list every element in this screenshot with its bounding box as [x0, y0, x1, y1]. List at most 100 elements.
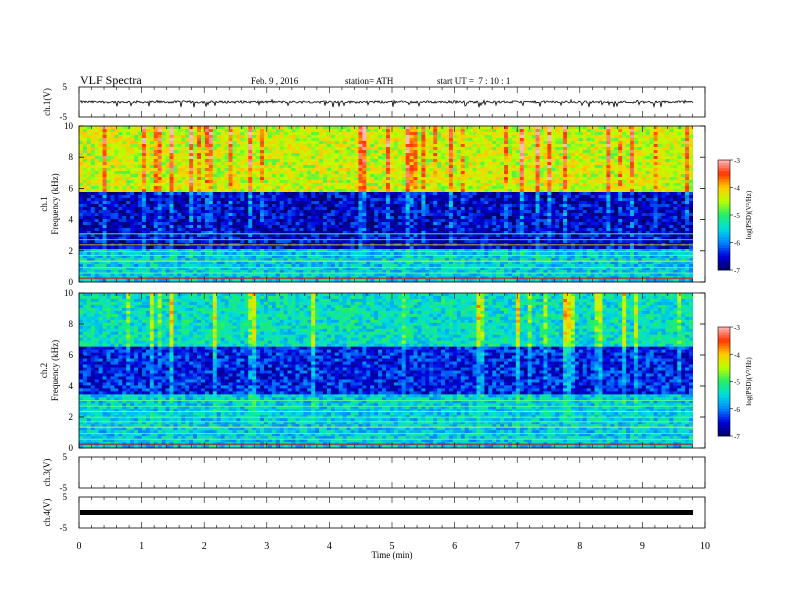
spectrogram-cell: [386, 147, 391, 151]
spectrogram-cell: [157, 258, 162, 262]
spectrogram-cell: [228, 222, 233, 226]
spectrogram-cell: [212, 195, 218, 199]
spectrogram-cell: [106, 234, 111, 238]
spectrogram-cell: [326, 162, 332, 166]
spectrogram-cell: [185, 270, 190, 274]
spectrogram-cell: [275, 270, 281, 274]
spectrogram-cell: [236, 255, 241, 259]
spectrogram-cell: [389, 150, 395, 154]
spectrogram-cell: [157, 240, 162, 244]
spectrogram-cell: [165, 174, 170, 178]
spectrogram-cell: [189, 132, 194, 136]
spectrogram-cell: [161, 207, 166, 211]
spectrogram-cell: [338, 279, 344, 283]
spectrogram-cell: [193, 204, 198, 208]
spectrogram-cell: [153, 141, 159, 145]
spectrogram-cell: [437, 177, 442, 181]
spectrogram-cell: [79, 258, 84, 262]
spectrogram-cell: [279, 237, 284, 241]
spectrogram-cell: [287, 195, 292, 199]
spectrogram-cell: [169, 144, 174, 148]
spectrogram-cell: [382, 153, 387, 157]
spectrogram-cell: [354, 216, 359, 220]
spectrogram-cell: [228, 246, 233, 250]
spectrogram-cell: [441, 234, 446, 238]
spectrogram-cell: [248, 195, 253, 199]
spectrogram-cell: [86, 168, 92, 172]
spectrogram-cell: [307, 126, 312, 130]
spectrogram-cell: [185, 132, 190, 136]
spectrogram-cell: [283, 147, 288, 151]
spectrogram-cell: [145, 159, 151, 163]
spectrogram-cell: [110, 249, 115, 253]
spectrogram-cell: [193, 213, 198, 217]
spectrogram-cell: [193, 165, 198, 169]
spectrogram-cell: [311, 246, 316, 250]
spectrogram-cell: [193, 201, 198, 205]
spectrogram-cell: [134, 234, 139, 238]
spectrogram-cell: [240, 216, 245, 220]
spectrogram-cell: [287, 252, 292, 256]
spectrogram-cell: [86, 174, 92, 178]
spectrogram-cell: [157, 135, 162, 139]
spectrogram-cell: [216, 177, 221, 181]
spectrogram-cell: [141, 156, 147, 160]
spectrogram-cell: [378, 126, 383, 130]
spectrogram-cell: [326, 267, 332, 271]
spectrogram-cell: [248, 261, 253, 265]
spectrogram-cell: [220, 129, 225, 133]
spectrogram-cell: [157, 144, 162, 148]
spectrogram-cell: [82, 144, 88, 148]
spectrogram-cell: [291, 204, 296, 208]
spectrogram-cell: [161, 237, 166, 241]
spectrogram-cell: [378, 279, 383, 283]
spectrogram-cell: [173, 231, 178, 235]
spectrogram-cell: [389, 225, 395, 229]
spectrogram-cell: [106, 207, 111, 211]
spectrogram-cell: [386, 231, 391, 235]
spectrogram-cell: [287, 204, 292, 208]
spectrogram-cell: [161, 210, 166, 214]
spectrogram-cell: [307, 279, 312, 283]
spectrogram-cell: [216, 216, 221, 220]
spectrogram-cell: [405, 153, 410, 157]
spectrogram-cell: [94, 204, 99, 208]
spectrogram-cell: [303, 231, 308, 235]
spectrogram-cell: [248, 213, 253, 217]
spectrogram-cell: [106, 225, 111, 229]
spectrogram-cell: [212, 156, 218, 160]
spectrogram-cell: [224, 204, 229, 208]
spectrogram-cell: [106, 252, 111, 256]
spectrogram-cell: [240, 135, 245, 139]
spectrogram-cell: [260, 159, 265, 163]
spectrogram-cell: [145, 168, 151, 172]
spectrogram-cell: [189, 249, 194, 253]
spectrogram-cell: [185, 261, 190, 265]
spectrogram-cell: [252, 264, 257, 268]
spectrogram-cell: [346, 192, 351, 196]
spectrogram-cell: [248, 192, 253, 196]
spectrogram-cell: [161, 129, 166, 133]
spectrogram-cell: [445, 273, 450, 277]
spectrogram-cell: [303, 201, 308, 205]
spectrogram-cell: [90, 189, 96, 193]
spectrogram-cell: [323, 177, 328, 181]
spectrogram-cell: [141, 204, 147, 208]
spectrogram-cell: [346, 225, 351, 229]
spectrogram-cell: [346, 246, 351, 250]
spectrogram-cell: [366, 240, 371, 244]
spectrogram-cell: [275, 219, 281, 223]
spectrogram-cell: [193, 171, 198, 175]
spectrogram-cell: [193, 240, 198, 244]
spectrogram-cell: [358, 183, 363, 187]
spectrogram-cell: [114, 186, 119, 190]
spectrogram-cell: [362, 234, 367, 238]
spectrogram-cell: [110, 135, 115, 139]
spectrogram-cell: [354, 162, 359, 166]
spectrogram-cell: [441, 279, 446, 283]
spectrogram-cell: [169, 246, 174, 250]
spectrogram-cell: [114, 150, 119, 154]
spectrogram-cell: [114, 195, 119, 199]
spectrogram-cell: [102, 126, 107, 130]
spectrogram-cell: [149, 261, 155, 265]
